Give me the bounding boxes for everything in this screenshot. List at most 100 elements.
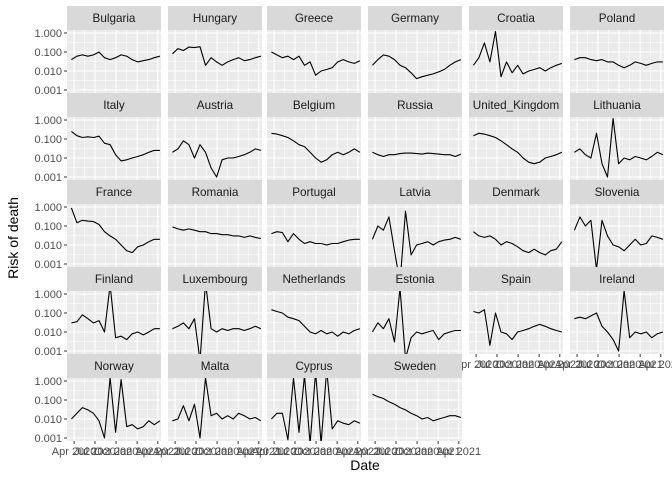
series-line	[472, 30, 563, 78]
y-tick-label: 0.001	[34, 433, 62, 445]
facet-panel: Greece	[267, 6, 361, 93]
facet-panel: France 1.000 0.100 0.010 0.001	[34, 180, 161, 271]
x-tick-label: Jul 2020	[375, 446, 417, 458]
facet-panel: Estonia	[368, 267, 462, 354]
y-tick-label: 0.010	[34, 153, 62, 165]
series-line	[172, 378, 262, 439]
y-tick-label: 0.010	[34, 240, 62, 252]
series-line	[71, 51, 161, 63]
x-tick-label: Apr 2021	[436, 446, 481, 458]
series-line	[371, 210, 462, 267]
facet-title: Estonia	[396, 273, 435, 286]
y-tick-label: 1.000	[34, 202, 62, 214]
facet-panel: Croatia	[469, 6, 563, 93]
series-line	[574, 117, 664, 178]
y-tick-label: 1.000	[34, 289, 62, 301]
series-line	[70, 207, 160, 254]
series-line	[271, 51, 361, 76]
series-line	[372, 54, 462, 80]
facet-strip	[168, 6, 262, 30]
facet-title: Denmark	[492, 186, 540, 199]
facet-strip	[469, 93, 563, 117]
x-tick-label: Apr 2021	[335, 446, 380, 458]
facet-strip	[368, 267, 462, 291]
x-tick-label: Apr 2021	[537, 359, 582, 371]
facet-title: Russia	[397, 99, 433, 112]
facet-panel: Denmark	[469, 180, 563, 267]
series-line	[271, 231, 360, 246]
series-line	[574, 291, 664, 352]
series-line	[372, 151, 462, 158]
facet-title: Croatia	[497, 12, 535, 25]
y-tick-label: 0.010	[34, 414, 62, 426]
y-tick-label: 0.001	[34, 85, 62, 97]
facet-title: Norway	[94, 360, 134, 373]
facet-panel: Hungary	[168, 6, 262, 93]
y-tick-label: 1.000	[34, 376, 62, 388]
facet-strip	[570, 6, 664, 30]
facet-strip	[570, 180, 664, 204]
x-tick-label: Apr 2021	[236, 446, 281, 458]
facet-strip	[168, 354, 262, 378]
x-tick-label: Jan 2021	[315, 446, 360, 458]
facet-title: Slovenia	[595, 186, 640, 199]
series-line	[271, 309, 361, 337]
facet-strip	[267, 180, 361, 204]
facet-title: Hungary	[193, 12, 237, 25]
facet-strip	[368, 93, 462, 117]
facet-title: Bulgaria	[93, 12, 136, 25]
y-tick-label: 0.001	[34, 172, 62, 184]
facet-strip	[469, 180, 563, 204]
facet-title: Cyprus	[295, 360, 332, 373]
series-line	[71, 130, 160, 162]
x-axis-title: Date	[350, 457, 380, 473]
x-tick-label: Oct 2020	[294, 446, 339, 458]
facet-title: Ireland	[599, 273, 635, 286]
x-tick-label: Jul 2020	[74, 446, 116, 458]
facet-strip	[67, 354, 161, 378]
series-line	[371, 291, 461, 354]
facet-strip	[67, 93, 161, 117]
x-tick-label: Jul 2020	[175, 446, 217, 458]
y-tick-label: 0.001	[34, 346, 62, 358]
x-tick-label: Apr 2020	[252, 446, 297, 458]
facet-strip	[469, 6, 563, 30]
facet-strip	[368, 180, 462, 204]
facet-panel: Austria	[168, 93, 262, 180]
x-tick-label: Apr 2020	[555, 359, 600, 371]
facet-panel: Russia	[368, 93, 462, 180]
facet-panel: Italy 1.000 0.100 0.010 0.001	[34, 93, 161, 184]
facet-panel: Netherlands	[267, 267, 361, 354]
x-tick-label: Jul 2020	[274, 446, 316, 458]
facet-title: Finland	[95, 273, 133, 286]
x-tick-label: Jan 2021	[216, 446, 261, 458]
series-line	[71, 291, 160, 341]
series-line	[473, 309, 563, 346]
facet-strip	[67, 180, 161, 204]
series-line	[172, 46, 262, 66]
x-tick-label: Apr 2020	[454, 359, 499, 371]
facet-title: Sweden	[394, 360, 436, 373]
y-tick-label: 0.100	[34, 134, 62, 146]
facet-strip	[67, 267, 161, 291]
series-line	[574, 57, 663, 69]
facet-strip	[267, 93, 361, 117]
facet-panel: Latvia	[368, 180, 462, 267]
facet-strip	[168, 267, 262, 291]
facet-panels: Bulgaria 1.000 0.100 0.010 0.001 Hungary Greec…	[34, 6, 672, 458]
x-tick-label: Jan 2021	[618, 359, 663, 371]
series-line	[473, 132, 563, 165]
series-line	[372, 393, 462, 422]
facet-title: France	[96, 186, 132, 199]
facet-title: Italy	[103, 99, 125, 112]
facet-title: Belgium	[293, 99, 335, 112]
facet-title: Poland	[599, 12, 635, 25]
y-tick-label: 0.100	[34, 221, 62, 233]
x-tick-label: Jul 2020	[476, 359, 518, 371]
x-tick-label: Jul 2020	[577, 359, 619, 371]
series-line	[473, 231, 563, 256]
series-line	[172, 226, 262, 240]
x-tick-label: Apr 2020	[153, 446, 198, 458]
series-line	[172, 140, 262, 178]
